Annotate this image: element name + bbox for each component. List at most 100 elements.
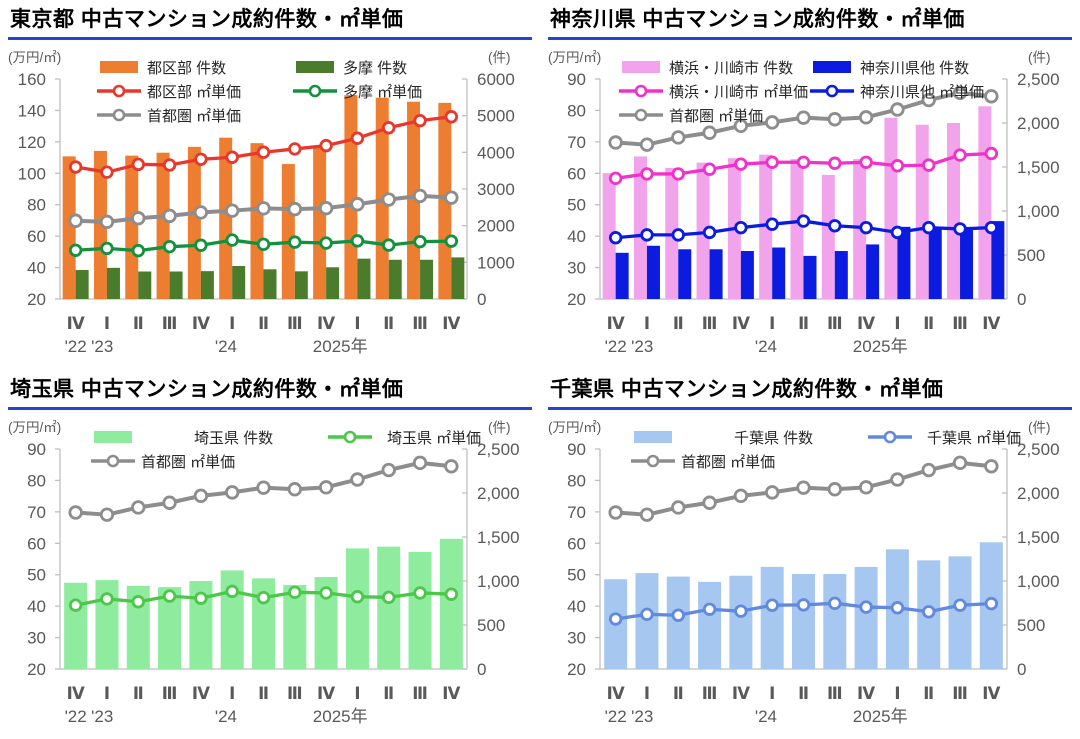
svg-text:Ⅰ: Ⅰ: [229, 315, 235, 333]
legend-row: 首都圏 ㎡単価: [90, 449, 540, 473]
svg-text:1,000: 1,000: [1017, 572, 1060, 591]
svg-text:60: 60: [27, 534, 46, 553]
chart-plot-tokyo: (万円/㎡) (件) 160 140 120 100 80 60 40 20 6000 5000 400…: [8, 50, 515, 356]
legend-item: 埼玉県 ㎡単価: [327, 427, 540, 448]
legend-row: 首都圏 ㎡単価: [96, 103, 488, 127]
svg-text:Ⅱ: Ⅱ: [923, 685, 934, 703]
legend-row: 横浜・川崎市 件数 神奈川県他 件数: [618, 55, 1000, 79]
svg-text:Ⅳ: Ⅳ: [607, 315, 626, 333]
svg-text:2,000: 2,000: [1017, 114, 1060, 133]
chart-card-kanagawa: 神奈川県 中古マンション成約件数・㎡単価 横浜・川崎市 件数 神奈川県他 件数 横浜…: [540, 0, 1080, 370]
svg-text:(万円/㎡): (万円/㎡): [8, 50, 61, 65]
svg-text:(件): (件): [1028, 50, 1051, 65]
right-axis-ticks: 2,500 2,000 1,500 1,000 500 0: [1002, 70, 1060, 309]
svg-text:'24: '24: [215, 337, 237, 356]
axis-unit-labels: (万円/㎡) (件): [548, 50, 1051, 65]
svg-text:Ⅳ: Ⅳ: [857, 315, 876, 333]
line-series: [68, 233, 459, 258]
svg-text:30: 30: [567, 259, 586, 278]
svg-text:1,000: 1,000: [477, 572, 520, 591]
svg-text:Ⅰ: Ⅰ: [894, 685, 900, 703]
svg-text:0: 0: [477, 290, 486, 309]
svg-text:20: 20: [567, 660, 586, 679]
line-series: [608, 85, 999, 152]
bar-swatch-icon: [813, 61, 851, 73]
legend-label: 千葉県 件数: [734, 429, 814, 447]
svg-text:Ⅲ: Ⅲ: [827, 315, 843, 333]
svg-text:Ⅲ: Ⅲ: [162, 315, 178, 333]
svg-text:Ⅰ: Ⅰ: [354, 685, 360, 703]
svg-text:Ⅲ: Ⅲ: [287, 315, 303, 333]
line-series: [68, 110, 459, 179]
svg-text:Ⅳ: Ⅳ: [67, 315, 86, 333]
legend-label: 横浜・川崎市 件数: [669, 59, 794, 77]
svg-text:1000: 1000: [477, 253, 515, 272]
svg-text:(万円/㎡): (万円/㎡): [548, 50, 601, 65]
svg-text:2025年: 2025年: [853, 337, 908, 356]
svg-text:90: 90: [567, 70, 586, 89]
right-axis-ticks: 2,500 2,000 1,500 1,000 500 0: [1002, 440, 1060, 679]
svg-text:Ⅳ: Ⅳ: [732, 315, 751, 333]
svg-text:Ⅰ: Ⅰ: [769, 685, 775, 703]
legend-row: 都区部 ㎡単価 多摩 ㎡単価: [96, 79, 488, 103]
svg-text:Ⅱ: Ⅱ: [798, 315, 809, 333]
svg-text:(件): (件): [1028, 420, 1051, 435]
right-axis-ticks: 2,500 2,000 1,500 1,000 500 0: [462, 440, 520, 679]
svg-text:0: 0: [1017, 660, 1026, 679]
svg-text:80: 80: [567, 471, 586, 490]
right-axis-ticks: 6000 5000 4000 3000 2000 1000 0: [462, 70, 515, 309]
svg-text:5000: 5000: [477, 107, 515, 126]
line-series: [608, 214, 999, 245]
legend-label: 埼玉県 ㎡単価: [387, 429, 482, 447]
legend-item: 首都圏 ㎡単価: [90, 451, 327, 472]
svg-text:2025年: 2025年: [313, 337, 368, 356]
svg-text:1,500: 1,500: [477, 528, 520, 547]
legend-item: 神奈川県他 件数: [809, 57, 1000, 78]
legend-label: 多摩 ㎡単価: [343, 83, 423, 101]
legend-label: 都区部 件数: [147, 59, 227, 77]
svg-text:50: 50: [567, 196, 586, 215]
svg-text:1,500: 1,500: [1017, 158, 1060, 177]
svg-text:100: 100: [18, 164, 46, 183]
x-axis-year-labels: '22'23 '24 2025年: [605, 707, 908, 726]
svg-text:'23: '23: [91, 707, 113, 726]
bar-series: [615, 221, 1005, 299]
chart-legend-tokyo: 都区部 件数 多摩 件数 都区部 ㎡単価 多摩 ㎡単価 首都圏 ㎡単価: [96, 55, 488, 127]
legend-label: 神奈川県他 件数: [860, 59, 970, 77]
legend-item: 首都圏 ㎡単価: [96, 105, 292, 126]
svg-text:Ⅱ: Ⅱ: [258, 685, 269, 703]
svg-text:Ⅱ: Ⅱ: [383, 315, 394, 333]
svg-text:80: 80: [27, 196, 46, 215]
svg-text:140: 140: [18, 101, 46, 120]
svg-text:Ⅱ: Ⅱ: [798, 685, 809, 703]
svg-text:2,500: 2,500: [477, 440, 520, 459]
legend-label: 首都圏 ㎡単価: [141, 453, 236, 471]
legend-item: 首都圏 ㎡単価: [618, 105, 809, 126]
svg-text:80: 80: [27, 471, 46, 490]
svg-text:3000: 3000: [477, 180, 515, 199]
legend-label: 都区部 ㎡単価: [147, 83, 242, 101]
svg-text:2,000: 2,000: [477, 484, 520, 503]
chart-card-saitama: 埼玉県 中古マンション成約件数・㎡単価 埼玉県 件数 埼玉県 ㎡単価 首都圏 ㎡単価…: [0, 370, 540, 739]
line-swatch-icon: [619, 84, 663, 98]
svg-text:60: 60: [567, 164, 586, 183]
chart-title-kanagawa: 神奈川県 中古マンション成約件数・㎡単価: [548, 8, 1072, 41]
svg-text:0: 0: [477, 660, 486, 679]
svg-text:Ⅰ: Ⅰ: [644, 685, 650, 703]
axis-unit-labels: (万円/㎡) (件): [548, 420, 1051, 435]
svg-text:2,000: 2,000: [1017, 484, 1060, 503]
line-swatch-icon: [97, 108, 141, 122]
legend-label: 神奈川県他 ㎡単価: [860, 83, 985, 101]
svg-text:Ⅲ: Ⅲ: [162, 685, 178, 703]
legend-label: 横浜・川崎市 ㎡単価: [669, 83, 809, 101]
svg-text:40: 40: [27, 259, 46, 278]
line-series: [68, 584, 459, 612]
svg-text:Ⅳ: Ⅳ: [192, 315, 211, 333]
svg-text:Ⅲ: Ⅲ: [702, 315, 718, 333]
svg-text:60: 60: [567, 534, 586, 553]
svg-text:40: 40: [567, 597, 586, 616]
svg-text:Ⅱ: Ⅱ: [673, 685, 684, 703]
legend-label: 首都圏 ㎡単価: [681, 453, 776, 471]
